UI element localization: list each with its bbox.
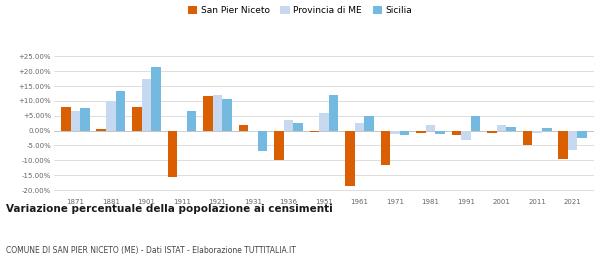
Bar (461, 131, 471, 139)
Bar (132, 108, 142, 131)
Bar (542, 128, 551, 131)
Bar (577, 131, 587, 138)
Bar (380, 131, 390, 165)
Bar (80, 108, 90, 131)
Bar (319, 113, 329, 131)
Bar (274, 131, 284, 160)
Bar (177, 131, 187, 132)
Bar (506, 127, 516, 131)
Text: Variazione percentuale della popolazione ai censimenti: Variazione percentuale della popolazione… (6, 204, 333, 214)
Bar (151, 67, 161, 131)
Bar (390, 131, 400, 134)
Bar (222, 99, 232, 131)
Bar (293, 123, 303, 131)
Bar (97, 129, 106, 131)
Bar (71, 111, 80, 131)
Bar (212, 95, 222, 131)
Bar (452, 131, 461, 135)
Bar (310, 131, 319, 132)
Bar (487, 131, 497, 133)
Bar (523, 131, 532, 146)
Bar (329, 95, 338, 131)
Bar (167, 131, 177, 177)
Bar (558, 131, 568, 159)
Bar (471, 116, 481, 131)
Bar (416, 131, 426, 133)
Bar (345, 131, 355, 186)
Bar (364, 116, 374, 131)
Bar (532, 131, 542, 133)
Bar (248, 131, 258, 132)
Bar (426, 125, 436, 131)
Bar (239, 125, 248, 131)
Bar (258, 131, 268, 151)
Bar (116, 90, 125, 131)
Bar (355, 123, 364, 131)
Bar (436, 131, 445, 134)
Bar (187, 111, 196, 131)
Bar (142, 79, 151, 131)
Text: COMUNE DI SAN PIER NICETO (ME) - Dati ISTAT - Elaborazione TUTTITALIA.IT: COMUNE DI SAN PIER NICETO (ME) - Dati IS… (6, 246, 296, 255)
Bar (203, 96, 212, 131)
Bar (106, 101, 116, 131)
Bar (400, 131, 409, 135)
Bar (61, 107, 71, 131)
Legend: San Pier Niceto, Provincia di ME, Sicilia: San Pier Niceto, Provincia di ME, Sicili… (186, 4, 414, 17)
Bar (568, 131, 577, 150)
Bar (497, 125, 506, 131)
Bar (284, 120, 293, 131)
